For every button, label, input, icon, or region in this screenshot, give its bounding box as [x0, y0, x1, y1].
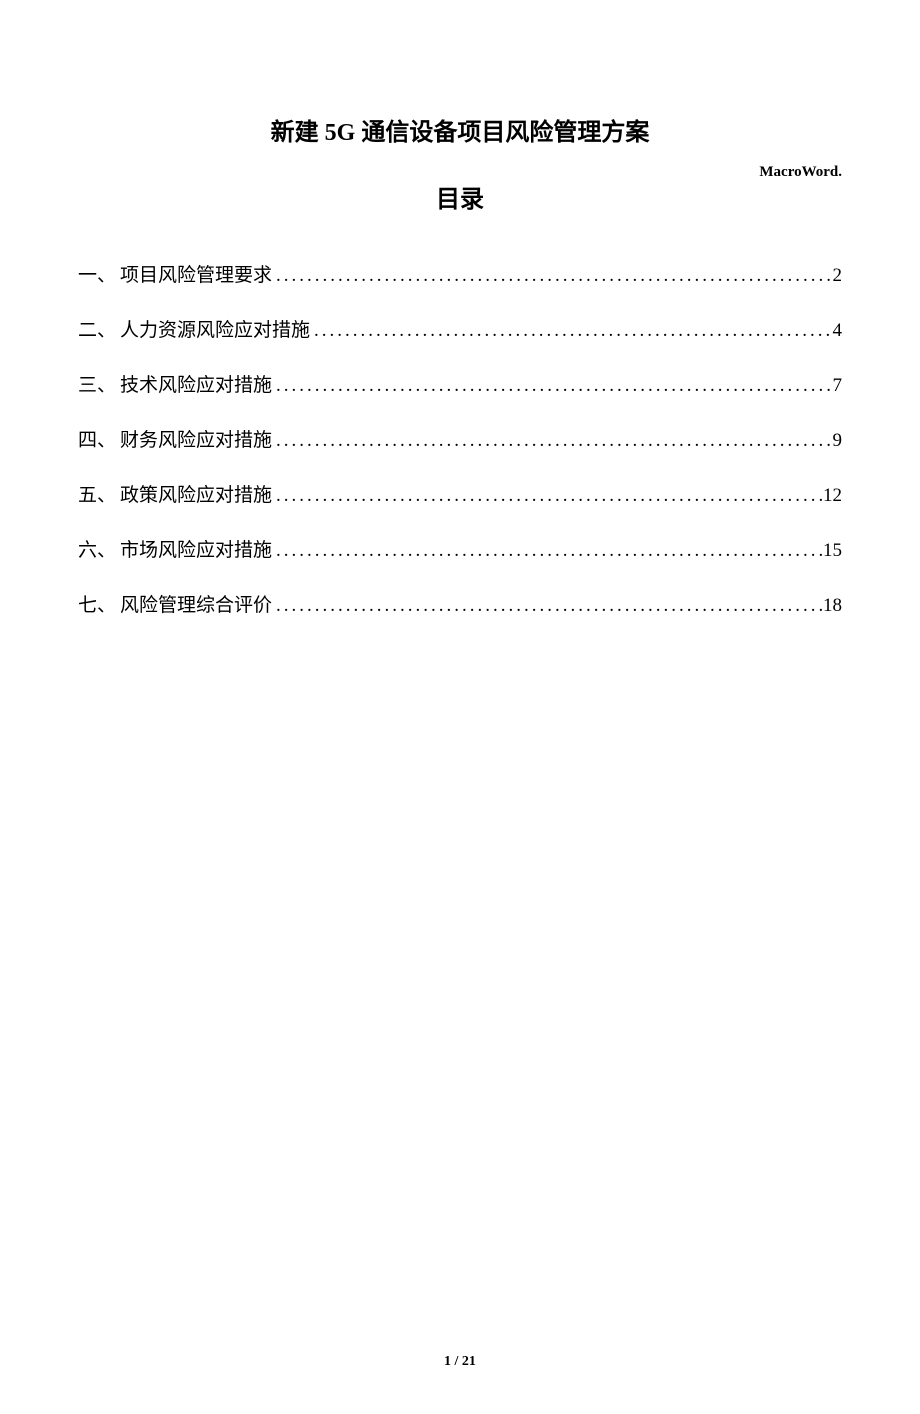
toc-entry-number: 一、: [78, 260, 116, 287]
toc-entry-leader: ........................................…: [274, 595, 823, 617]
toc-entry: 四、 财务风险应对措施 ............................…: [78, 425, 842, 452]
toc-entry-number: 七、: [78, 590, 116, 617]
header-brand-label: MacroWord.: [759, 164, 842, 181]
toc-entry: 三、 技术风险应对措施 ............................…: [78, 370, 842, 397]
toc-entry-page: 15: [823, 540, 842, 562]
toc-entry: 六、 市场风险应对措施 ............................…: [78, 535, 842, 562]
toc-entry-text: 技术风险应对措施: [120, 370, 272, 397]
page-number-footer: 1 / 21: [0, 1354, 920, 1370]
toc-entry-text: 风险管理综合评价: [120, 590, 272, 617]
toc-entry-page: 9: [833, 430, 843, 452]
toc-entry-text: 项目风险管理要求: [120, 260, 272, 287]
toc-entry-leader: ........................................…: [274, 485, 823, 507]
toc-entry-number: 三、: [78, 370, 116, 397]
toc-entry-leader: ........................................…: [274, 430, 832, 452]
toc-entry-page: 7: [833, 375, 843, 397]
toc-entry-number: 五、: [78, 480, 116, 507]
toc-list: 一、 项目风险管理要求 ............................…: [0, 260, 920, 617]
document-main-title: 新建 5G 通信设备项目风险管理方案: [0, 112, 920, 147]
toc-entry-text: 市场风险应对措施: [120, 535, 272, 562]
toc-entry-leader: ........................................…: [274, 375, 832, 397]
toc-entry: 一、 项目风险管理要求 ............................…: [78, 260, 842, 287]
toc-entry-leader: ........................................…: [312, 320, 832, 342]
toc-entry-leader: ........................................…: [274, 265, 832, 287]
toc-entry: 七、 风险管理综合评价 ............................…: [78, 590, 842, 617]
toc-entry-page: 4: [833, 320, 843, 342]
document-toc-heading: 目录: [0, 179, 920, 214]
toc-entry-number: 二、: [78, 315, 116, 342]
toc-entry-leader: ........................................…: [274, 540, 823, 562]
toc-entry: 五、 政策风险应对措施 ............................…: [78, 480, 842, 507]
toc-entry-number: 六、: [78, 535, 116, 562]
toc-entry-page: 18: [823, 595, 842, 617]
toc-entry-text: 人力资源风险应对措施: [120, 315, 310, 342]
toc-entry-number: 四、: [78, 425, 116, 452]
toc-entry-page: 12: [823, 485, 842, 507]
toc-entry-page: 2: [833, 265, 843, 287]
toc-entry: 二、 人力资源风险应对措施 ..........................…: [78, 315, 842, 342]
toc-entry-text: 政策风险应对措施: [120, 480, 272, 507]
toc-entry-text: 财务风险应对措施: [120, 425, 272, 452]
